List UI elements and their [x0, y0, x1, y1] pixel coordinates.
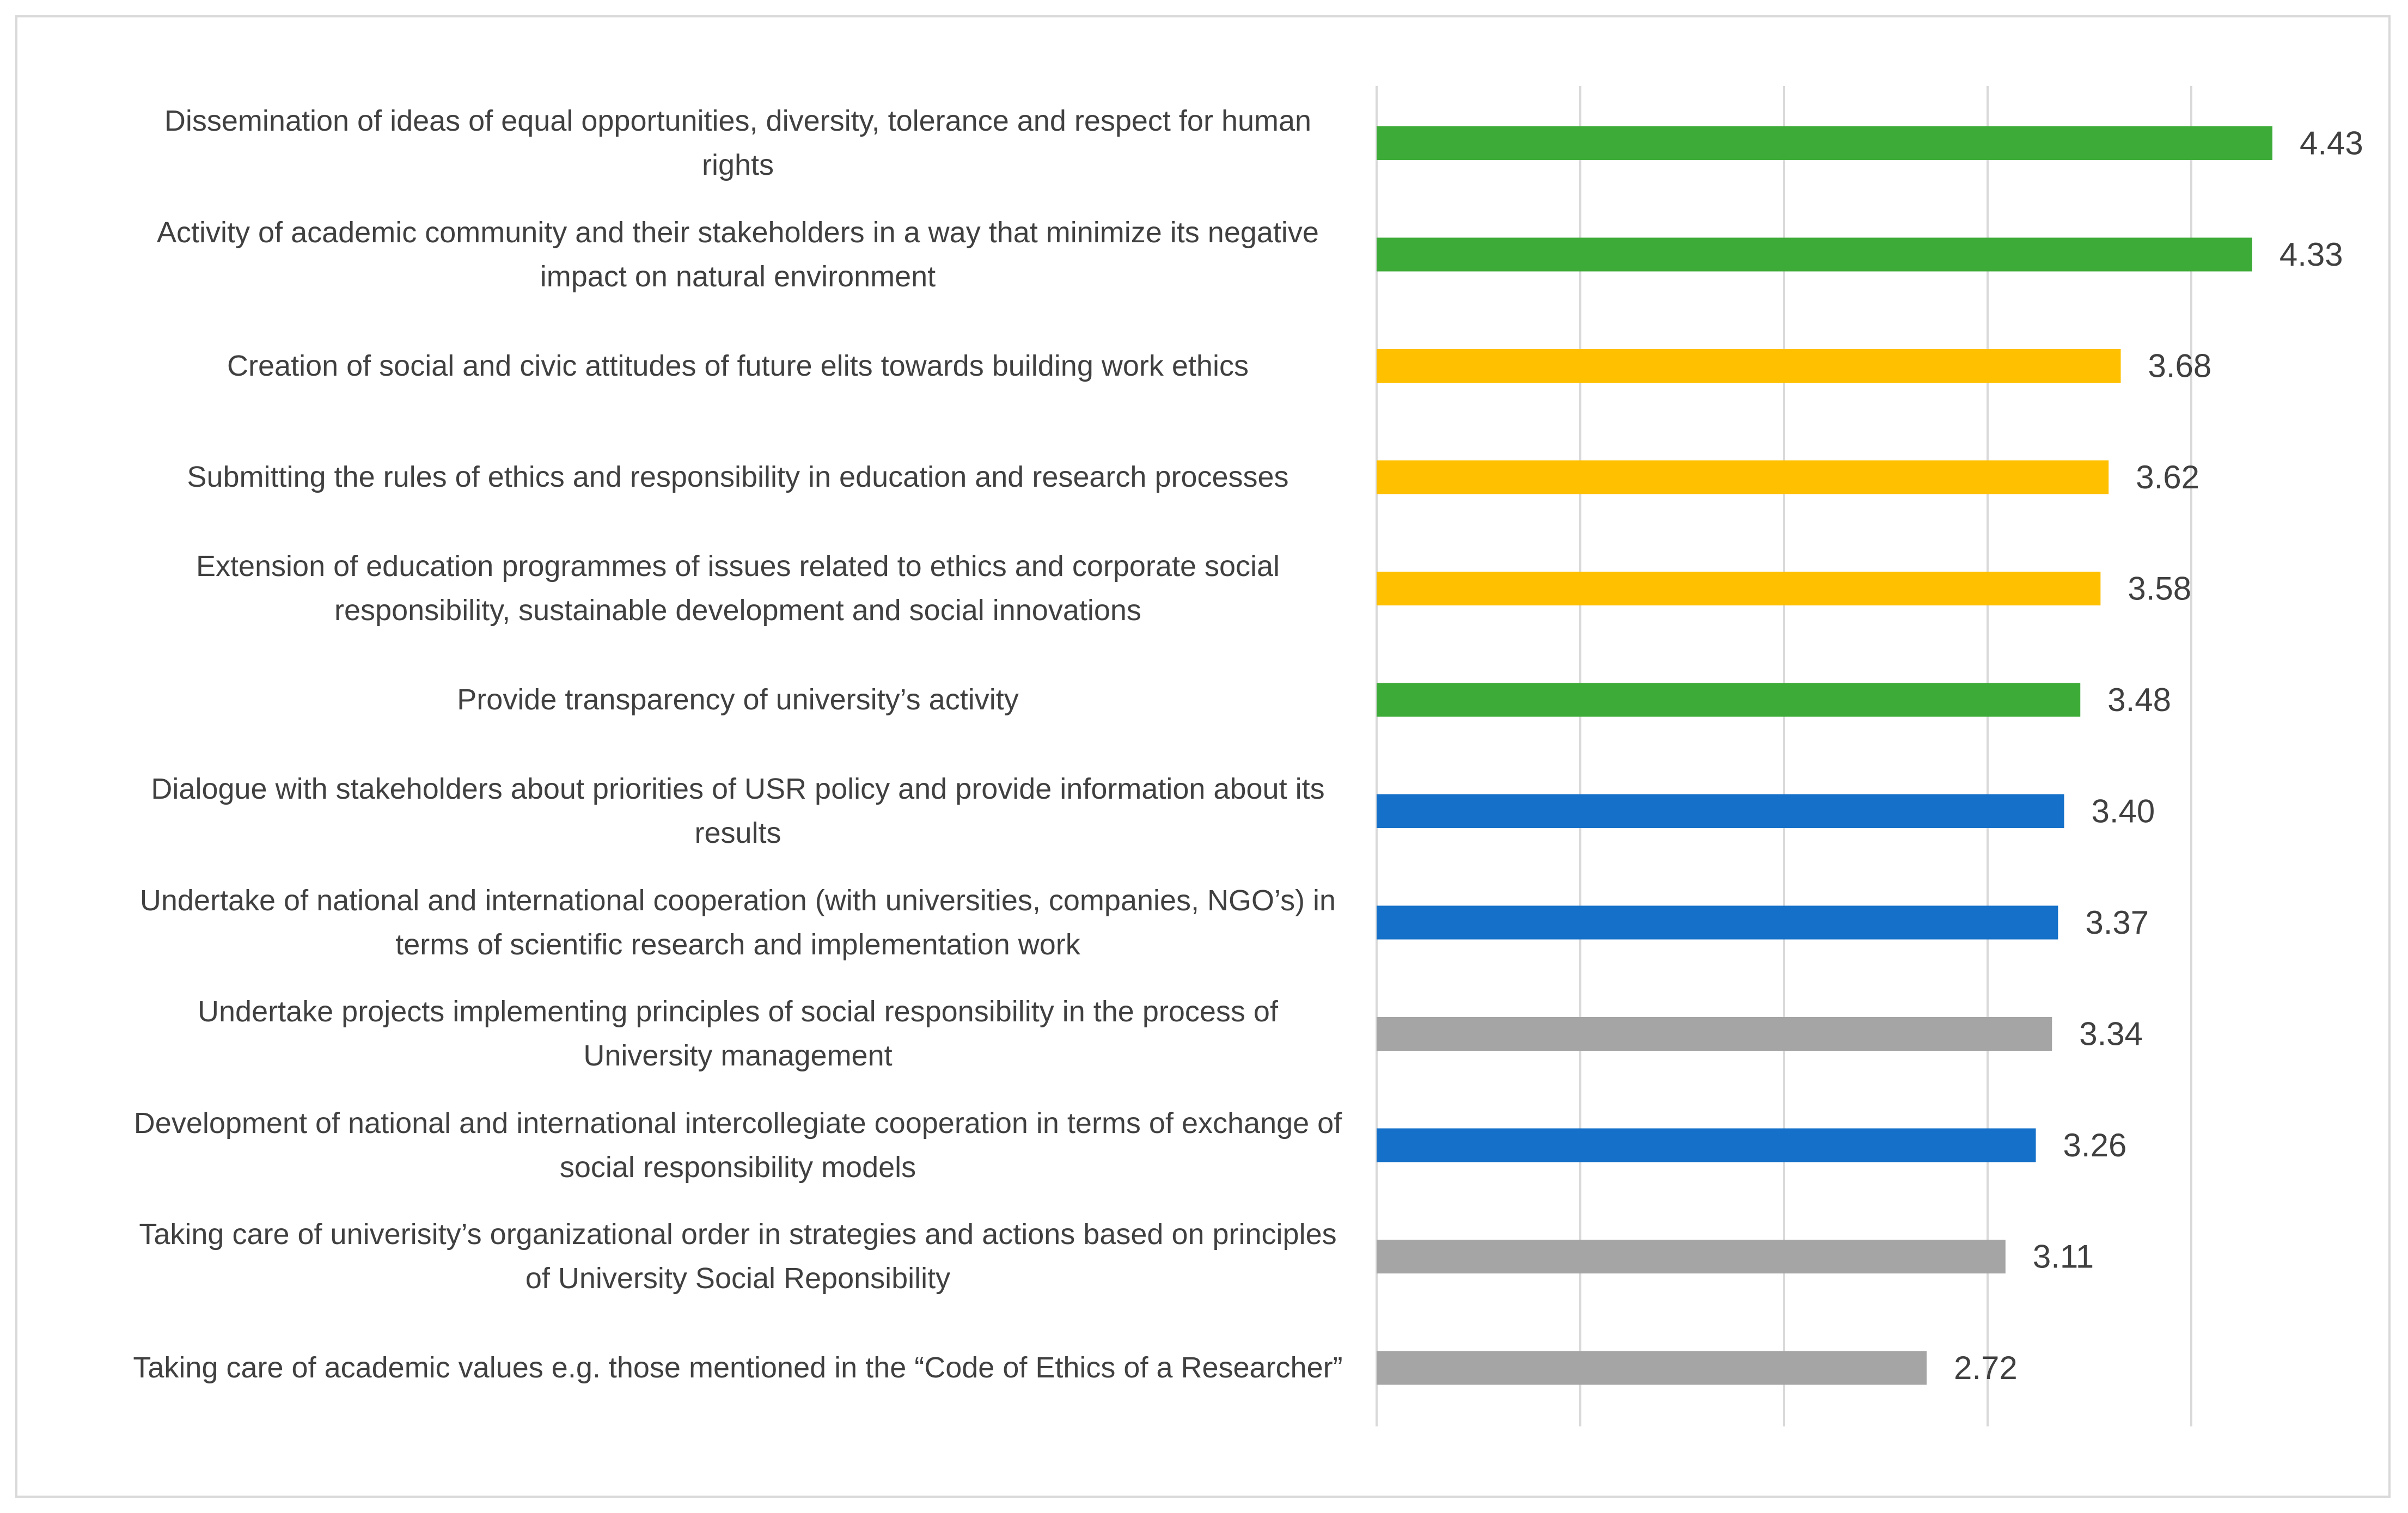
bar [1377, 1351, 1927, 1385]
data-label: 3.58 [2128, 571, 2191, 607]
bar [1377, 126, 2272, 160]
category-label: Undertake projects implementing principl… [198, 995, 1278, 1072]
category-label: Development of national and internationa… [133, 1106, 1342, 1184]
bar [1377, 349, 2121, 383]
data-label: 3.68 [2148, 348, 2212, 384]
category-label: Creation of social and civic attitudes o… [227, 349, 1249, 382]
bar [1377, 572, 2101, 605]
data-label: 3.11 [2033, 1239, 2094, 1275]
category-label: Dialogue with stakeholders about priorit… [151, 773, 1325, 849]
bar [1377, 460, 2109, 494]
data-label: 3.62 [2136, 459, 2199, 495]
bar [1377, 1240, 2006, 1273]
bar [1377, 905, 2058, 940]
category-label: Dissemination of ideas of equal opportun… [164, 105, 1312, 181]
data-label: 3.37 [2085, 904, 2149, 941]
category-label: Taking care of academic values e.g. thos… [133, 1351, 1343, 1384]
category-label: Submitting the rules of ethics and respo… [187, 461, 1289, 493]
bar [1377, 1017, 2052, 1051]
data-label: 3.26 [2063, 1127, 2127, 1163]
bar [1377, 237, 2252, 272]
category-label: Provide transparency of university’s act… [457, 683, 1019, 716]
data-label: 3.34 [2079, 1016, 2143, 1052]
data-label: 3.40 [2092, 793, 2155, 830]
data-label: 3.48 [2107, 682, 2171, 718]
bar [1377, 683, 2081, 717]
data-label: 4.33 [2279, 236, 2343, 273]
category-label: Activity of academic community and their… [157, 216, 1319, 293]
data-label: 2.72 [1954, 1350, 2018, 1386]
category-label: Extension of education programmes of iss… [195, 550, 1280, 627]
bar [1377, 794, 2064, 828]
category-label: Taking care of univerisity’s organizatio… [139, 1218, 1337, 1295]
bar [1377, 1128, 2036, 1162]
category-label: Undertake of national and international … [139, 884, 1336, 961]
data-label: 4.43 [2300, 125, 2363, 162]
